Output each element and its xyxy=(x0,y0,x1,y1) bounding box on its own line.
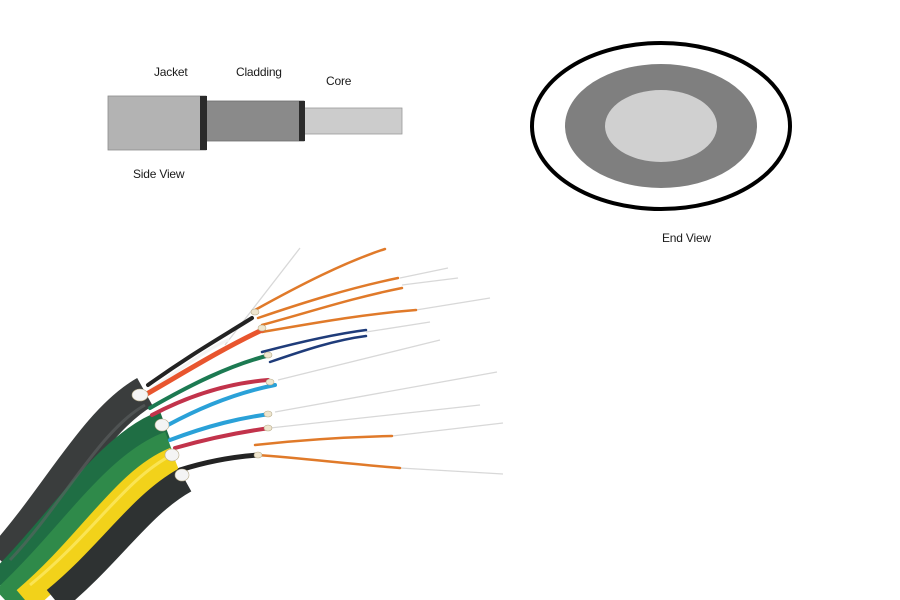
side-view-jacket-separator xyxy=(200,96,207,150)
tuft xyxy=(174,468,190,482)
end-view: End View xyxy=(530,41,792,245)
black-jacket-inner xyxy=(46,468,192,600)
fiber-white xyxy=(148,338,230,392)
tuft xyxy=(131,388,149,402)
side-view-core xyxy=(299,107,403,135)
bare-fiber xyxy=(277,339,441,381)
tuft xyxy=(263,410,273,418)
bare-fiber xyxy=(274,371,498,413)
fiber-orange-5 xyxy=(253,434,394,447)
fiber-red xyxy=(142,327,265,398)
tuft xyxy=(257,324,267,332)
tuft xyxy=(265,378,275,386)
tuft xyxy=(263,351,273,359)
cladding-label: Cladding xyxy=(236,65,282,79)
bare-fiber xyxy=(365,321,431,333)
end-view-core xyxy=(605,90,717,162)
fiber-black-2 xyxy=(177,452,261,473)
green-jacket-outer xyxy=(0,410,171,596)
bare-fibers xyxy=(224,247,504,475)
black-jacket-outer xyxy=(0,378,154,571)
yellow-jacket xyxy=(16,447,181,600)
core-label: Core xyxy=(326,74,352,88)
bare-fiber xyxy=(415,297,491,311)
tuft xyxy=(250,308,260,316)
side-view-jacket xyxy=(107,95,207,151)
colored-fibers xyxy=(142,247,418,473)
fiber-orange-6 xyxy=(256,453,402,470)
jacket-highlight xyxy=(8,403,146,562)
fiber-crimson xyxy=(150,378,270,417)
fiber-dark-green xyxy=(148,353,272,410)
fiber-orange-4 xyxy=(260,308,418,334)
green-jacket xyxy=(0,431,176,600)
fiber-blue-2 xyxy=(168,412,272,442)
fiber-black xyxy=(146,316,254,387)
fiber-crimson-2 xyxy=(173,426,272,450)
side-view-cladding xyxy=(203,100,305,142)
tuft xyxy=(263,424,273,432)
fiber-orange-2 xyxy=(256,276,400,320)
fiber-orange-3 xyxy=(260,286,404,327)
jacket-label: Jacket xyxy=(154,65,188,79)
bare-fiber xyxy=(399,267,449,279)
tuft xyxy=(164,448,180,462)
bare-fiber xyxy=(399,467,504,475)
end-view-caption: End View xyxy=(662,231,711,245)
tuft xyxy=(154,418,170,432)
fiber-navy xyxy=(260,328,368,354)
cable-illustration xyxy=(0,247,504,600)
fiber-blue-1 xyxy=(166,383,277,427)
bare-fiber xyxy=(391,422,504,437)
fiber-orange-1 xyxy=(253,247,387,312)
yellow-highlight xyxy=(29,453,173,587)
bare-fiber xyxy=(269,404,481,429)
side-view-caption: Side View xyxy=(133,167,185,181)
bare-fiber xyxy=(401,277,459,286)
side-view: Jacket Cladding Core Side View xyxy=(107,65,403,181)
tuft xyxy=(253,451,263,459)
fiber-navy-2 xyxy=(268,334,368,364)
strength-member-tufts xyxy=(131,308,275,482)
side-view-cladding-separator xyxy=(299,101,305,141)
